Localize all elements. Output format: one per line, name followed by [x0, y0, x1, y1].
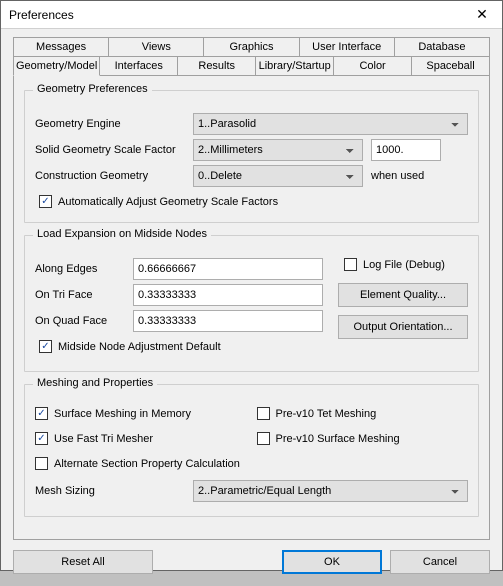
tab-views[interactable]: Views — [108, 37, 204, 57]
tab-results[interactable]: Results — [177, 57, 256, 76]
prev10-tet-label: Pre-v10 Tet Meshing — [276, 408, 377, 420]
cancel-button[interactable]: Cancel — [390, 550, 490, 574]
prev10-surf-label: Pre-v10 Surface Meshing — [276, 433, 400, 445]
window-title: Preferences — [9, 8, 74, 22]
surface-mem-checkbox[interactable]: ✓ — [35, 407, 48, 420]
titlebar: Preferences ✕ — [1, 1, 502, 29]
mesh-sizing-label: Mesh Sizing — [35, 485, 185, 497]
construction-geom-select[interactable]: 0..Delete — [193, 165, 363, 187]
log-file-checkbox[interactable] — [344, 258, 357, 271]
quad-face-label: On Quad Face — [35, 315, 125, 327]
fast-tri-label: Use Fast Tri Mesher — [54, 433, 153, 445]
client-area: Messages Views Graphics User Interface D… — [1, 29, 502, 550]
tab-spaceball[interactable]: Spaceball — [411, 57, 490, 76]
reset-all-button[interactable]: Reset All — [13, 550, 153, 574]
along-edges-input[interactable] — [133, 258, 323, 280]
group-legend: Meshing and Properties — [33, 377, 157, 389]
prev10-tet-checkbox[interactable] — [257, 407, 270, 420]
tab-panel-geometry: Geometry Preferences Geometry Engine 1..… — [13, 76, 490, 540]
surface-mem-label: Surface Meshing in Memory — [54, 408, 191, 420]
prev10-surf-checkbox[interactable] — [257, 432, 270, 445]
tab-color[interactable]: Color — [333, 57, 412, 76]
auto-adjust-label: Automatically Adjust Geometry Scale Fact… — [58, 196, 278, 208]
tab-geometry-model[interactable]: Geometry/Model — [13, 57, 100, 76]
close-icon[interactable]: ✕ — [462, 1, 502, 29]
midside-default-label: Midside Node Adjustment Default — [58, 341, 221, 353]
auto-adjust-checkbox[interactable]: ✓ — [39, 195, 52, 208]
geometry-engine-label: Geometry Engine — [35, 118, 185, 130]
scale-factor-value[interactable] — [371, 139, 441, 161]
log-file-label: Log File (Debug) — [363, 259, 445, 271]
scale-factor-select[interactable]: 2..Millimeters — [193, 139, 363, 161]
group-geometry-preferences: Geometry Preferences Geometry Engine 1..… — [24, 90, 479, 223]
fast-tri-checkbox[interactable]: ✓ — [35, 432, 48, 445]
construction-geom-suffix: when used — [371, 170, 424, 182]
tri-face-label: On Tri Face — [35, 289, 125, 301]
tabstrip: Messages Views Graphics User Interface D… — [13, 37, 490, 76]
along-edges-label: Along Edges — [35, 263, 125, 275]
output-orientation-button[interactable]: Output Orientation... — [338, 315, 468, 339]
group-load-expansion: Load Expansion on Midside Nodes Log File… — [24, 235, 479, 372]
tab-messages[interactable]: Messages — [13, 37, 109, 57]
scale-factor-label: Solid Geometry Scale Factor — [35, 144, 185, 156]
group-meshing: Meshing and Properties ✓ Surface Meshing… — [24, 384, 479, 517]
tab-interfaces[interactable]: Interfaces — [99, 57, 178, 76]
quad-face-input[interactable] — [133, 310, 323, 332]
mesh-sizing-select[interactable]: 2..Parametric/Equal Length — [193, 480, 468, 502]
tab-database[interactable]: Database — [394, 37, 490, 57]
alt-section-label: Alternate Section Property Calculation — [54, 458, 240, 470]
preferences-window: Preferences ✕ Messages Views Graphics Us… — [0, 0, 503, 571]
element-quality-button[interactable]: Element Quality... — [338, 283, 468, 307]
bottom-bar: Reset All OK Cancel — [1, 550, 502, 586]
geometry-engine-select[interactable]: 1..Parasolid — [193, 113, 468, 135]
group-legend: Load Expansion on Midside Nodes — [33, 228, 211, 240]
group-legend: Geometry Preferences — [33, 83, 152, 95]
midside-default-checkbox[interactable]: ✓ — [39, 340, 52, 353]
tab-graphics[interactable]: Graphics — [203, 37, 299, 57]
alt-section-checkbox[interactable] — [35, 457, 48, 470]
tab-user-interface[interactable]: User Interface — [299, 37, 395, 57]
ok-button[interactable]: OK — [282, 550, 382, 574]
tri-face-input[interactable] — [133, 284, 323, 306]
tab-library-startup[interactable]: Library/Startup — [255, 57, 334, 76]
construction-geom-label: Construction Geometry — [35, 170, 185, 182]
